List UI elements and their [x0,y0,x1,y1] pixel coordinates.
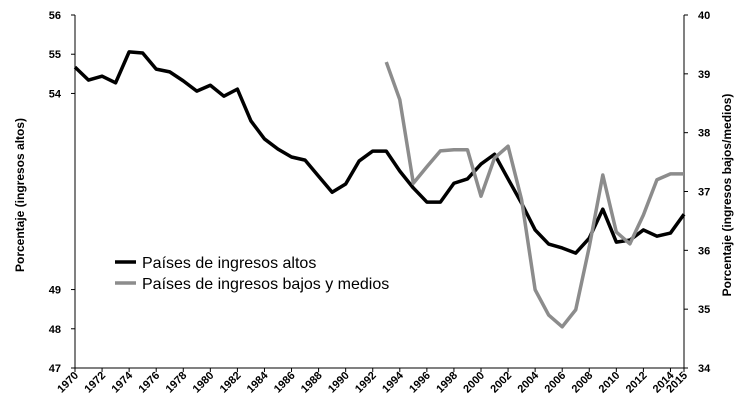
x-tick-label: 1980 [191,370,217,396]
x-tick-label: 2002 [488,370,514,396]
x-tick-label: 1972 [82,370,108,396]
y-tick-label: 56 [49,10,61,22]
y2-tick-label: 38 [698,128,710,140]
y2-axis-label: Porcentaje (ingresos bajos/medios) [720,94,734,297]
legend-label: Países de ingresos bajos y medios [142,276,389,293]
x-tick-label: 1974 [109,369,135,395]
x-tick-label: 1992 [353,370,379,396]
x-tick-label: 2010 [597,370,623,396]
x-tick-label: 2004 [515,369,541,395]
y-tick-label: 55 [49,49,61,61]
y-tick-label: 48 [49,324,61,336]
x-tick-label: 1986 [272,370,298,396]
x-tick-label: 2006 [543,370,569,396]
x-tick-label: 1990 [326,370,352,396]
x-tick-label: 2000 [461,370,487,396]
x-tick-label: 1994 [380,369,406,395]
series-line [73,50,686,255]
y2-tick-label: 37 [698,187,710,199]
x-tick-label: 1976 [137,370,163,396]
y-tick-label: 47 [49,363,61,375]
y-axis-label: Porcentaje (ingresos altos) [13,118,27,272]
y-tick-label: 54 [49,88,62,100]
x-tick-label: 1996 [407,370,433,396]
y2-tick-label: 35 [698,304,710,316]
legend-label: Países de ingresos altos [142,255,316,272]
series-line [384,61,684,329]
y2-tick-label: 39 [698,69,710,81]
x-tick-label: 1978 [164,370,190,396]
y2-tick-label: 34 [698,363,711,375]
y-tick-label: 49 [49,285,61,297]
y2-tick-label: 40 [698,10,710,22]
x-tick-label: 1998 [434,370,460,396]
x-tick-label: 1984 [245,369,271,395]
x-tick-label: 1982 [218,370,244,396]
y2-tick-label: 36 [698,245,710,257]
x-tick-label: 1988 [299,370,325,396]
x-tick-label: 2012 [624,370,650,396]
x-tick-label: 2008 [570,370,596,396]
